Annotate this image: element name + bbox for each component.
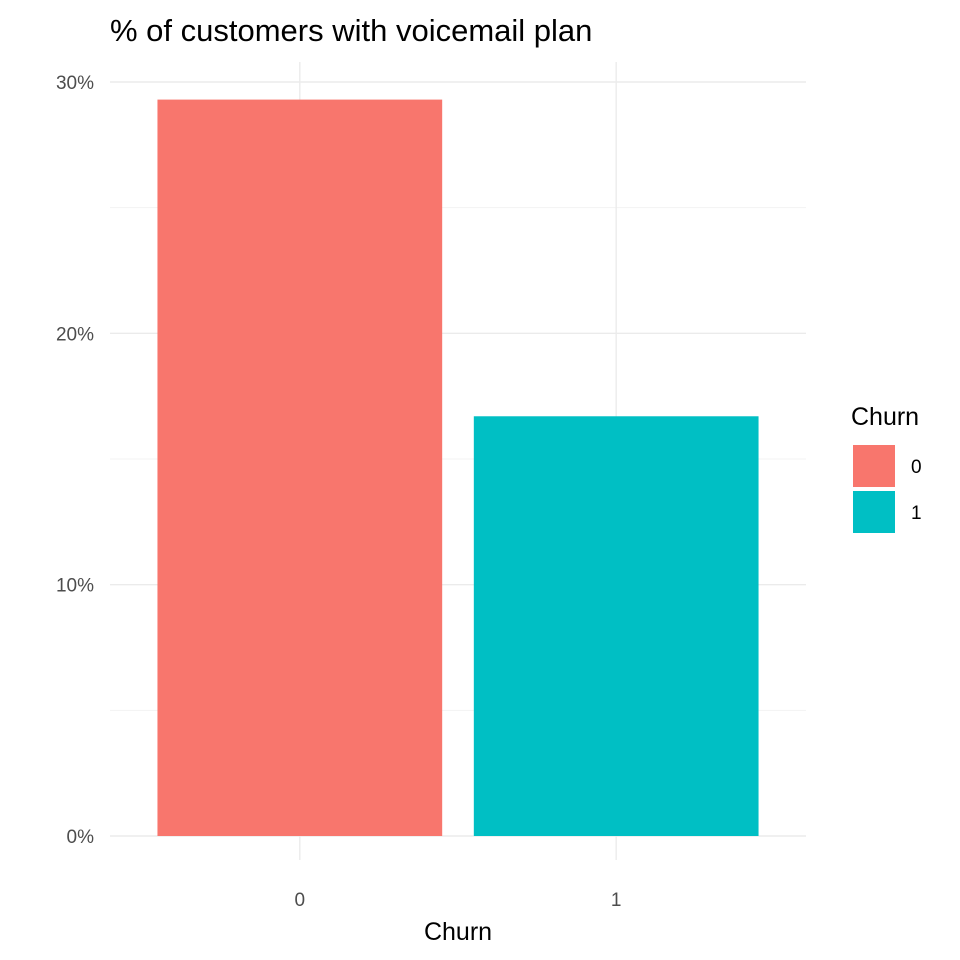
bar-churn-0 (157, 99, 443, 837)
legend-key-1 (853, 491, 895, 533)
y-tick-label: 10% (56, 576, 94, 597)
bar-churn-1 (473, 416, 759, 836)
x-tick-label: 1 (611, 890, 622, 911)
x-tick-label: 0 (295, 890, 306, 911)
legend-label-0: 0 (911, 457, 922, 478)
legend: Churn 0 1 (851, 403, 922, 533)
y-tick-label: 0% (67, 827, 95, 848)
chart-title: % of customers with voicemail plan (110, 13, 592, 48)
y-axis-ticks: 0% 10% 20% 30% (56, 73, 94, 848)
legend-title: Churn (851, 403, 919, 431)
x-axis-title: Churn (424, 918, 492, 946)
bars (157, 99, 759, 837)
legend-key-0 (853, 445, 895, 487)
y-tick-label: 30% (56, 73, 94, 94)
y-tick-label: 20% (56, 324, 94, 345)
legend-label-1: 1 (911, 503, 922, 524)
